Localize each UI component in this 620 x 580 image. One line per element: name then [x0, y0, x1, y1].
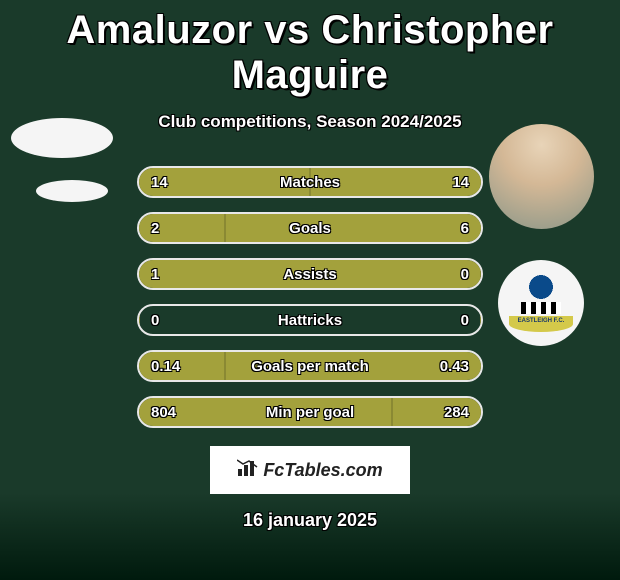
stat-value-left: 1 [151, 266, 211, 283]
stat-fill-right [480, 260, 481, 288]
stat-label: Assists [211, 266, 409, 283]
stat-row: 1Assists0 [137, 258, 483, 290]
stat-value-left: 2 [151, 220, 211, 237]
stat-value-left: 0.14 [151, 358, 211, 375]
stat-value-right: 0.43 [409, 358, 469, 375]
snapshot-date: 16 january 2025 [0, 510, 620, 531]
player-left-avatar [11, 118, 113, 158]
stat-value-right: 0 [409, 312, 469, 329]
stat-value-left: 14 [151, 174, 211, 191]
stat-row: 0Hattricks0 [137, 304, 483, 336]
stat-row: 0.14Goals per match0.43 [137, 350, 483, 382]
club-right-crest: EASTLEIGH F.C. [498, 260, 584, 346]
stat-label: Hattricks [211, 312, 409, 329]
brand-text: FcTables.com [263, 460, 382, 481]
crest-checker-icon [521, 302, 561, 314]
crest-banner-text: EASTLEIGH F.C. [509, 316, 573, 332]
stat-value-right: 284 [409, 404, 469, 421]
brand-badge: FcTables.com [210, 446, 410, 494]
stat-value-right: 14 [409, 174, 469, 191]
brand-chart-icon [237, 459, 259, 482]
stat-label: Min per goal [211, 404, 409, 421]
crest-emblem-icon [526, 274, 556, 300]
stat-label: Goals per match [211, 358, 409, 375]
stat-value-left: 804 [151, 404, 211, 421]
stat-label: Goals [211, 220, 409, 237]
club-left-crest [36, 180, 108, 202]
stat-value-left: 0 [151, 312, 211, 329]
stat-row: 14Matches14 [137, 166, 483, 198]
stat-label: Matches [211, 174, 409, 191]
page-title: Amaluzor vs Christopher Maguire [0, 0, 620, 98]
stat-fill-left [139, 306, 140, 334]
stat-value-right: 0 [409, 266, 469, 283]
player-right-avatar [489, 124, 594, 229]
stat-row: 804Min per goal284 [137, 396, 483, 428]
stat-fill-right [480, 306, 481, 334]
stat-value-right: 6 [409, 220, 469, 237]
stat-row: 2Goals6 [137, 212, 483, 244]
